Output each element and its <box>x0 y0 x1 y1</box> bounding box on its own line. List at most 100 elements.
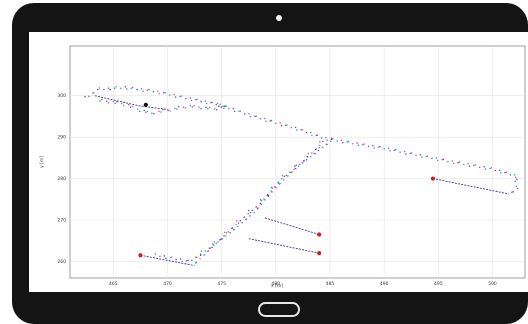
x-axis-ticks: 465 470 475 480 485 490 495 500 <box>109 281 497 287</box>
trajectory-dot <box>223 107 225 110</box>
trajectory-dot <box>182 106 185 109</box>
trajectory-dot <box>148 88 150 91</box>
trajectory-dot <box>287 175 289 177</box>
trajectory-dot <box>275 186 277 189</box>
endpoint-marker <box>430 176 436 181</box>
trajectory-dot <box>233 110 236 113</box>
trajectory-dot <box>167 109 169 111</box>
trajectory-dot <box>241 221 243 224</box>
trajectory-dot <box>223 235 225 237</box>
trajectory-dash-line <box>94 95 168 110</box>
trajectory-dot <box>314 152 316 155</box>
trajectory-dot <box>157 90 159 92</box>
trajectory-dot <box>280 124 283 127</box>
trajectory-dot <box>235 220 238 222</box>
trajectory-dot <box>88 95 90 98</box>
trajectory-dot <box>301 129 304 131</box>
trajectory-dot <box>290 126 293 129</box>
trajectory-dot <box>170 256 173 258</box>
trajectory-dot <box>426 155 429 157</box>
trajectory-dash-line <box>140 254 195 267</box>
trajectory-dot <box>215 103 217 106</box>
trajectory-dot <box>436 159 439 162</box>
endpoint-marker <box>138 253 143 258</box>
tablet-screen: 465 470 475 480 485 490 495 500 260 270 280 290 300… <box>29 32 528 292</box>
trajectory-dot <box>113 87 116 89</box>
home-button[interactable] <box>258 302 300 317</box>
trajectory-dot <box>216 102 219 105</box>
trajectory-dot <box>143 109 146 112</box>
trajectory-dot <box>330 138 333 141</box>
trajectory-dot <box>105 100 108 102</box>
trajectory-dot <box>126 88 128 90</box>
trajectory-dot <box>299 163 301 166</box>
trajectory-dot <box>209 106 211 109</box>
trajectory-dot <box>146 89 149 92</box>
trajectory-dot <box>294 126 297 129</box>
trajectory-dot <box>294 167 297 170</box>
trajectory-dot <box>275 122 277 124</box>
trajectory-dot <box>281 174 284 177</box>
trajectory-dot <box>245 218 248 220</box>
endpoint-marker <box>317 251 322 256</box>
trajectory-dot <box>264 199 266 201</box>
trajectory-dot <box>142 90 144 92</box>
trajectory-dot <box>219 103 221 105</box>
trajectory-dot <box>116 101 118 103</box>
trajectory-dot <box>394 148 397 151</box>
trajectory-dot <box>251 209 254 211</box>
trajectory-dot <box>311 152 313 154</box>
trajectory-dot <box>215 242 217 245</box>
trajectory-dot <box>271 191 273 193</box>
trajectory-dot <box>101 98 103 101</box>
trajectory-dot <box>511 191 513 193</box>
plot-area <box>69 45 526 279</box>
trajectory-dot <box>285 174 287 177</box>
trajectory-dot <box>248 209 250 212</box>
trajectory-dot <box>151 112 153 114</box>
trajectory-dot <box>259 198 262 201</box>
trajectory-dot <box>191 106 194 108</box>
trajectory-dot <box>207 108 209 110</box>
trajectory-dot <box>174 96 177 98</box>
trajectory-dot <box>293 168 295 170</box>
trajectory-dot <box>500 172 502 174</box>
trajectory-dot <box>109 88 111 91</box>
trajectory-dot <box>311 134 313 137</box>
trajectory-dot <box>190 99 193 102</box>
trajectory-dot <box>515 185 518 188</box>
trajectory-dot <box>195 256 198 258</box>
trajectory-dot <box>121 102 123 105</box>
trajectory-dot <box>84 95 86 98</box>
trajectory-dot <box>247 213 249 215</box>
trajectory-dot <box>295 164 298 166</box>
trajectory-dot <box>221 106 223 109</box>
trajectory-dot <box>177 105 180 108</box>
trajectory-dot <box>225 235 227 237</box>
trajectory-dot <box>325 137 327 139</box>
trajectory-dot <box>329 140 332 143</box>
trajectory-dot <box>289 171 292 173</box>
trajectory-dot <box>211 246 213 249</box>
trajectory-dot <box>463 163 465 166</box>
trajectory-dot <box>235 223 237 226</box>
trajectory-dot <box>419 153 422 156</box>
trajectory-dot <box>377 146 380 149</box>
y-tick-label: 300 <box>57 93 66 99</box>
trajectory-dot <box>249 215 251 217</box>
trajectory-dot <box>441 158 443 161</box>
trajectory-dot <box>239 110 242 112</box>
trajectory-dot <box>442 158 445 160</box>
trajectory-dot <box>270 190 272 192</box>
trajectory-dot <box>387 147 390 150</box>
trajectory-dot <box>257 207 259 209</box>
trajectory-dot <box>302 162 304 164</box>
trajectory-dot <box>296 129 298 131</box>
trajectory-dot <box>229 232 231 234</box>
trajectory-dot <box>107 87 110 89</box>
trajectory-dot <box>203 254 205 256</box>
trajectory-dot <box>281 177 283 180</box>
trajectory-dot <box>193 104 195 107</box>
trajectory-dot <box>137 108 139 110</box>
trajectory-dot <box>297 165 300 167</box>
